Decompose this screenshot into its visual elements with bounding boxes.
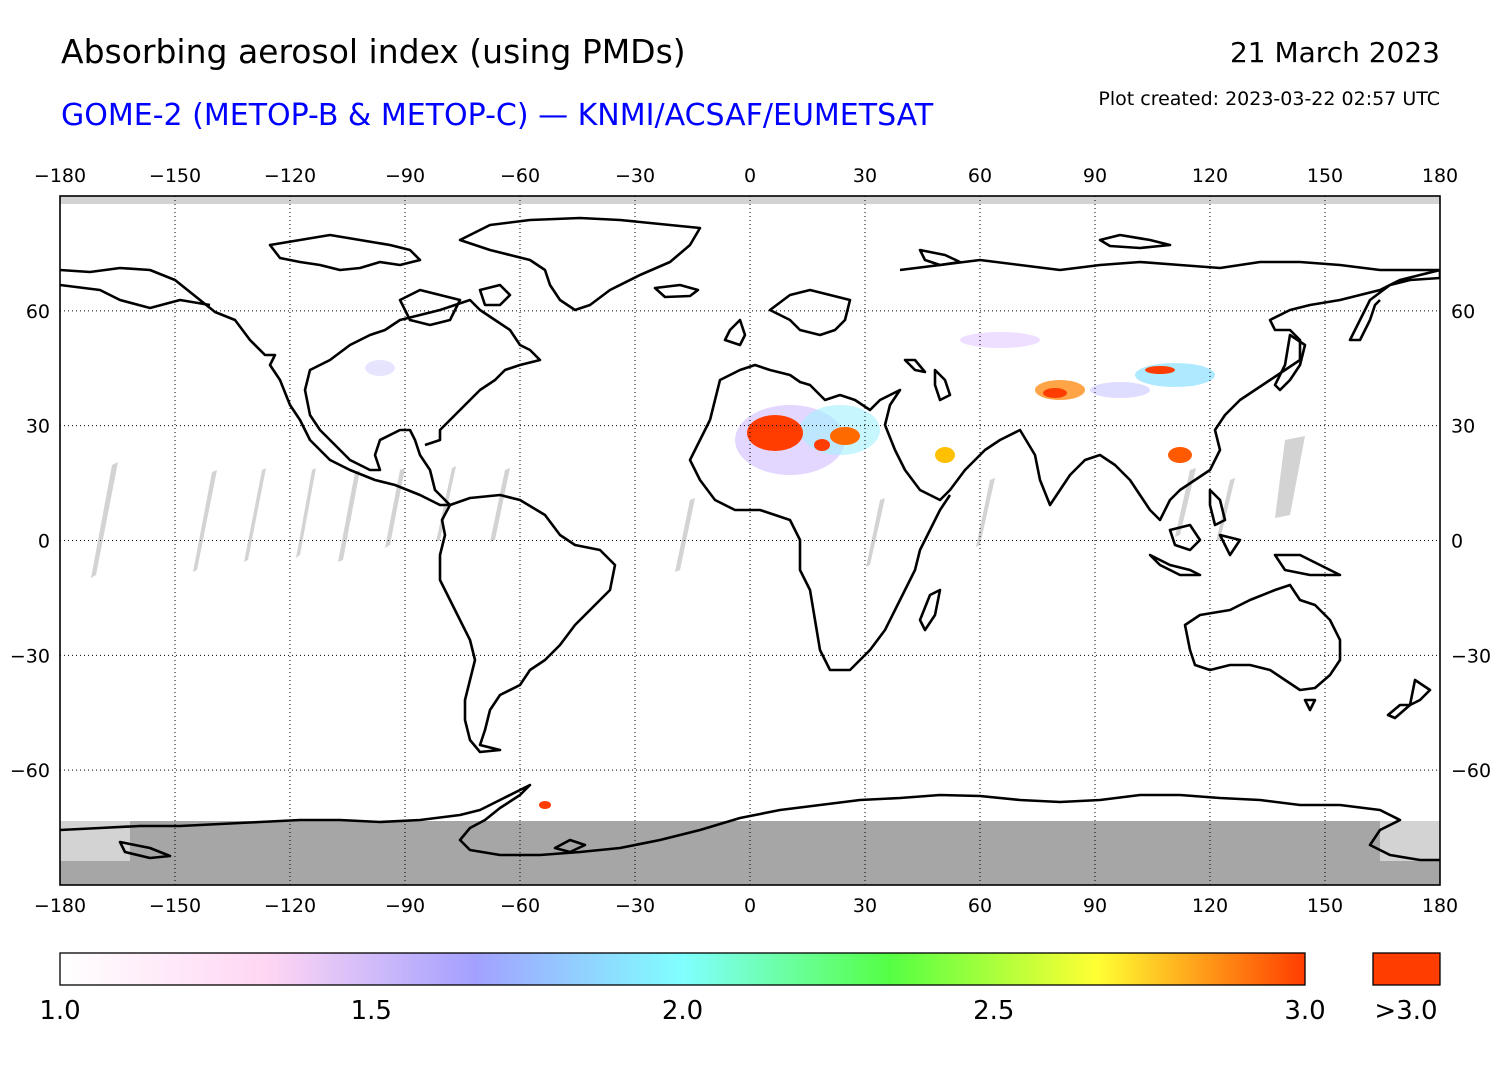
lon-tick-label-bottom: −30 xyxy=(615,895,655,917)
colorbar-tick-label: 2.5 xyxy=(973,996,1014,1026)
graticule xyxy=(60,196,1440,885)
lat-tick-label-right: 30 xyxy=(1451,416,1475,438)
lon-tick-label-top: −180 xyxy=(34,165,86,187)
lon-tick-label-bottom: 150 xyxy=(1307,895,1343,917)
lat-tick-label-left: −60 xyxy=(10,760,50,782)
lat-tick-label-right: −60 xyxy=(1451,760,1491,782)
plot-created-timestamp: Plot created: 2023-03-22 02:57 UTC xyxy=(1098,88,1440,110)
lon-tick-label-bottom: −120 xyxy=(264,895,316,917)
lon-tick-label-bottom: −60 xyxy=(500,895,540,917)
lon-tick-label-top: −60 xyxy=(500,165,540,187)
lat-tick-label-left: 30 xyxy=(26,416,50,438)
lat-tick-label-right: 60 xyxy=(1451,301,1475,323)
lon-tick-label-bottom: 90 xyxy=(1083,895,1107,917)
lat-tick-label-left: 60 xyxy=(26,301,50,323)
map-frame xyxy=(59,195,1441,886)
aerosol-patches xyxy=(365,332,1215,809)
australia-outline xyxy=(1183,583,1342,692)
north-america-outline xyxy=(60,266,542,507)
lat-tick-label-right: −30 xyxy=(1451,645,1491,667)
lon-tick-label-top: −90 xyxy=(385,165,425,187)
lon-tick-label-top: 90 xyxy=(1083,165,1107,187)
lon-tick-label-bottom: −180 xyxy=(34,895,86,917)
colorbar xyxy=(59,952,1306,986)
colorbar-tick-label: 2.0 xyxy=(662,996,703,1026)
lon-tick-label-bottom: 180 xyxy=(1422,895,1458,917)
lon-tick-label-top: 180 xyxy=(1422,165,1458,187)
lon-tick-label-bottom: −150 xyxy=(149,895,201,917)
lon-tick-label-bottom: −90 xyxy=(385,895,425,917)
eurasia-outline xyxy=(708,268,1440,522)
map-subtitle: GOME-2 (METOP-B & METOP-C) — KNMI/ACSAF/… xyxy=(61,98,934,133)
lon-tick-label-bottom: 60 xyxy=(968,895,992,917)
lat-tick-label-right: 0 xyxy=(1451,531,1463,553)
colorbar-overflow-box xyxy=(1372,952,1441,986)
lon-tick-label-bottom: 120 xyxy=(1192,895,1228,917)
lon-tick-label-bottom: 0 xyxy=(744,895,756,917)
lon-tick-label-top: 150 xyxy=(1307,165,1343,187)
south-america-outline xyxy=(438,493,617,754)
orbit-gap-stripes xyxy=(91,436,1305,578)
lat-tick-label-left: 0 xyxy=(38,531,50,553)
map-date: 21 March 2023 xyxy=(1229,36,1440,69)
colorbar-tick-label: 1.0 xyxy=(39,996,80,1026)
antarctica-outline xyxy=(60,783,1440,862)
greenland-outline xyxy=(458,216,702,312)
lon-tick-label-top: 60 xyxy=(968,165,992,187)
lon-tick-label-bottom: 30 xyxy=(853,895,877,917)
lon-tick-label-top: 120 xyxy=(1192,165,1228,187)
lon-tick-label-top: −120 xyxy=(264,165,316,187)
lat-tick-label-left: −30 xyxy=(10,645,50,667)
colorbar-overflow-label: >3.0 xyxy=(1374,996,1437,1026)
lon-tick-label-top: −150 xyxy=(149,165,201,187)
lon-tick-label-top: 30 xyxy=(853,165,877,187)
colorbar-tick-label: 3.0 xyxy=(1284,996,1325,1026)
map-title: Absorbing aerosol index (using PMDs) xyxy=(61,32,686,71)
colorbar-tick-label: 1.5 xyxy=(351,996,392,1026)
axis-ticks: −180 −180 −150 −150 −120 −120 −90 −90 −60 −60 −30 −… xyxy=(10,165,1491,917)
lon-tick-label-top: 0 xyxy=(744,165,756,187)
colorbar-labels: 1.0 1.5 2.0 2.5 3.0 xyxy=(39,996,1325,1026)
coastlines xyxy=(60,216,1440,862)
lon-tick-label-top: −30 xyxy=(615,165,655,187)
